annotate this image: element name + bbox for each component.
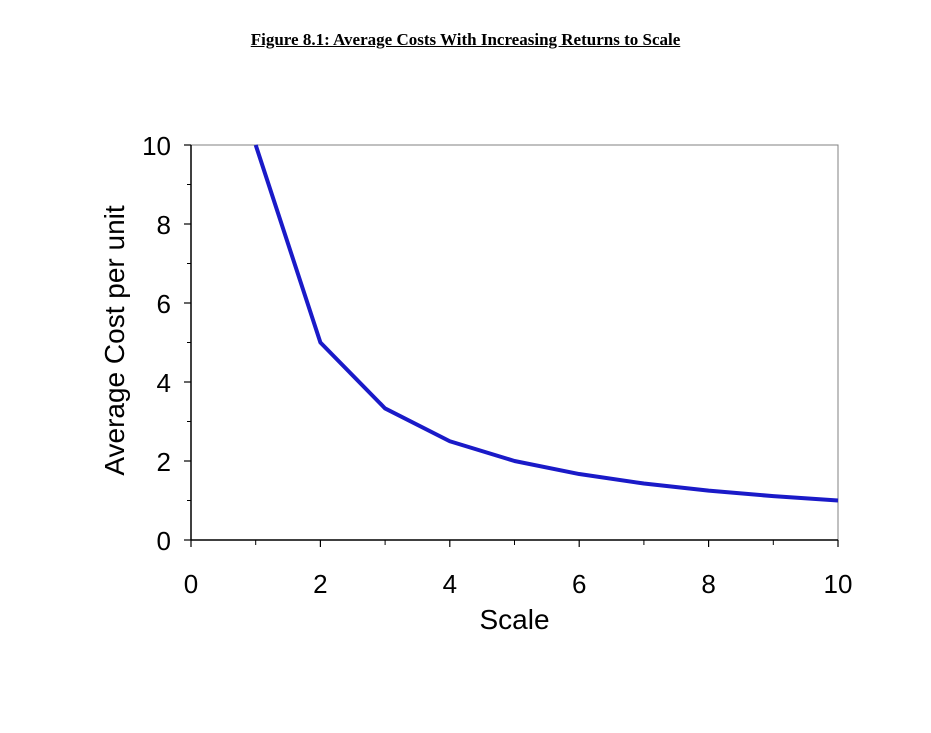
x-tick-label: 2 bbox=[313, 569, 327, 599]
series-line bbox=[253, 144, 839, 503]
x-tick-label: 10 bbox=[824, 569, 853, 599]
y-tick-label: 8 bbox=[157, 210, 171, 240]
y-tick-label: 2 bbox=[157, 447, 171, 477]
y-tick-label: 10 bbox=[142, 131, 171, 161]
figure-title: Figure 8.1: Average Costs With Increasin… bbox=[250, 30, 681, 49]
y-tick-label: 0 bbox=[157, 526, 171, 556]
axis-ticks bbox=[184, 144, 839, 547]
x-tick-label: 8 bbox=[701, 569, 715, 599]
series-layer bbox=[253, 144, 839, 503]
plot-border bbox=[190, 144, 839, 541]
y-tick-label: 4 bbox=[157, 368, 171, 398]
x-tick-label: 4 bbox=[443, 569, 457, 599]
axis-tick-labels: 0 2 4 6 8 10 0 2 4 6 8 10 bbox=[142, 131, 852, 599]
y-tick-label: 6 bbox=[157, 289, 171, 319]
y-axis-title: Average Cost per unit bbox=[99, 205, 130, 476]
x-tick-label: 6 bbox=[572, 569, 586, 599]
x-axis-title: Scale bbox=[479, 604, 549, 635]
plot-area bbox=[190, 144, 839, 541]
x-tick-label: 0 bbox=[184, 569, 198, 599]
